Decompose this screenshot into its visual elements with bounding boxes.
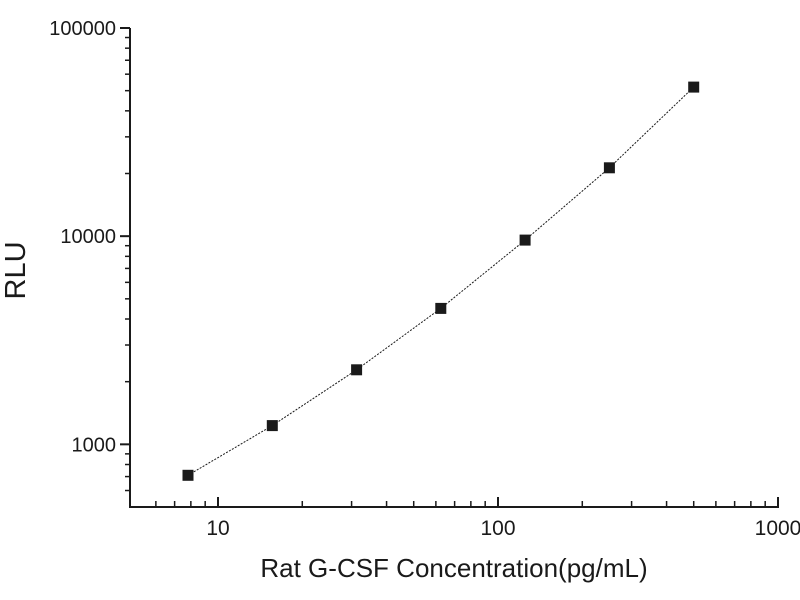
data-point-marker [351,364,363,376]
series-line [187,86,695,476]
x-tick-label: 1000 [755,517,800,540]
x-tick-label: 100 [480,517,515,540]
data-point-marker [435,302,447,314]
data-point-marker [688,81,700,93]
y-tick-label: 10000 [60,226,116,248]
x-axis-title: Rat G-CSF Concentration(pg/mL) [260,553,647,583]
y-axis-title: RLU [0,241,32,299]
x-tick-label: 10 [206,517,229,540]
data-point-marker [519,234,531,246]
data-point-marker [603,162,615,174]
data-point-marker [182,469,194,481]
y-tick-label: 1000 [72,434,117,456]
data-point-marker [266,420,278,432]
y-tick-label: 100000 [49,18,116,40]
